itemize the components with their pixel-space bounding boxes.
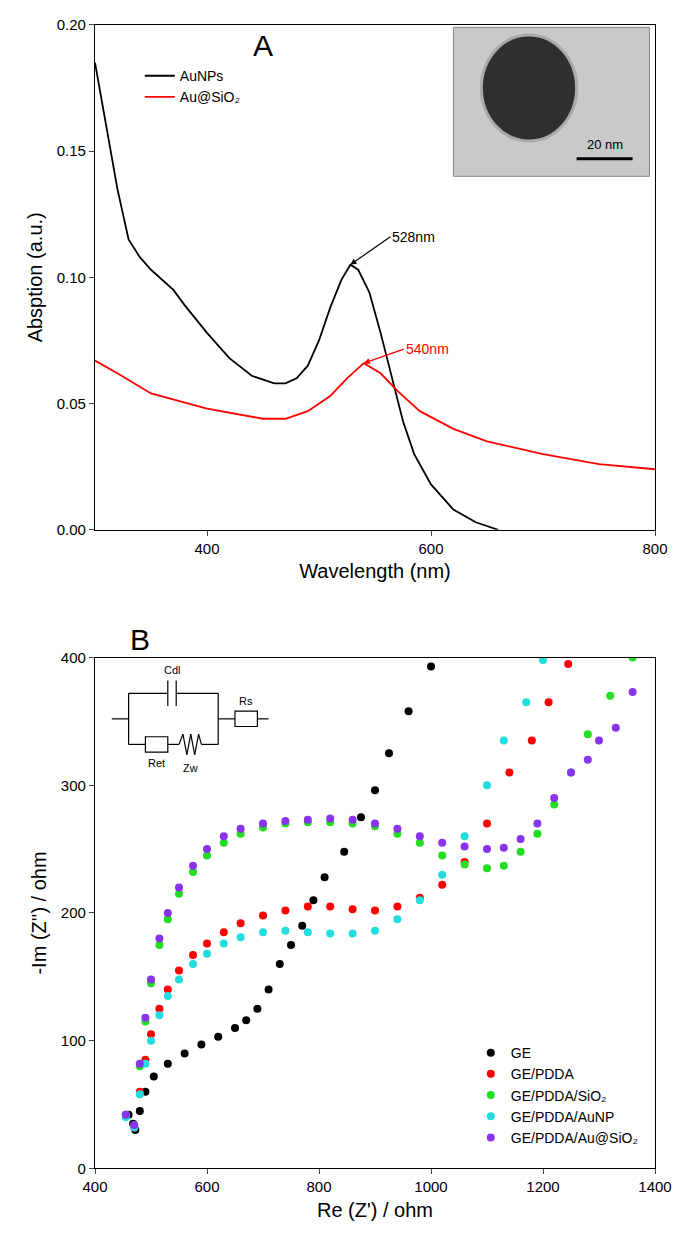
svg-text:GE/PDDA/AuNP: GE/PDDA/AuNP [511, 1109, 614, 1125]
svg-text:Ret: Ret [148, 757, 165, 769]
svg-text:GE/PDDA/SiO₂: GE/PDDA/SiO₂ [511, 1088, 607, 1104]
svg-text:AuNPs: AuNPs [180, 68, 224, 84]
svg-text:-Im (Z'') / ohm: -Im (Z'') / ohm [28, 851, 50, 974]
svg-text:400: 400 [61, 649, 86, 666]
svg-text:GE: GE [511, 1045, 531, 1061]
svg-text:0.15: 0.15 [57, 142, 86, 159]
svg-text:600: 600 [418, 540, 443, 557]
svg-text:1400: 1400 [638, 1178, 671, 1195]
svg-text:400: 400 [82, 1178, 107, 1195]
svg-text:Au@SiO₂: Au@SiO₂ [180, 89, 240, 105]
svg-text:0.00: 0.00 [57, 521, 86, 538]
svg-text:20 nm: 20 nm [587, 137, 623, 152]
svg-text:0.05: 0.05 [57, 395, 86, 412]
svg-text:100: 100 [61, 1032, 86, 1049]
svg-text:Rs: Rs [239, 695, 253, 707]
svg-text:200: 200 [61, 904, 86, 921]
svg-text:0: 0 [78, 1160, 86, 1177]
svg-text:400: 400 [194, 540, 219, 557]
svg-text:Cdl: Cdl [164, 664, 181, 676]
svg-text:GE/PDDA/Au@SiO₂: GE/PDDA/Au@SiO₂ [511, 1130, 638, 1146]
svg-text:300: 300 [61, 777, 86, 794]
svg-text:1200: 1200 [526, 1178, 559, 1195]
svg-text:0.20: 0.20 [57, 16, 86, 33]
svg-text:600: 600 [194, 1178, 219, 1195]
svg-text:A: A [253, 29, 273, 62]
svg-text:Wavelength (nm): Wavelength (nm) [299, 560, 451, 582]
svg-text:540nm: 540nm [406, 341, 449, 357]
svg-text:Zw: Zw [183, 762, 198, 774]
svg-text:800: 800 [306, 1178, 331, 1195]
svg-text:Absption (a.u.): Absption (a.u.) [24, 212, 46, 342]
svg-text:800: 800 [642, 540, 667, 557]
svg-text:1000: 1000 [414, 1178, 447, 1195]
svg-text:GE/PDDA: GE/PDDA [511, 1066, 575, 1082]
svg-text:528nm: 528nm [392, 229, 435, 245]
svg-text:B: B [130, 623, 150, 656]
svg-text:Re (Z') / ohm: Re (Z') / ohm [317, 1199, 433, 1221]
svg-text:0.10: 0.10 [57, 269, 86, 286]
